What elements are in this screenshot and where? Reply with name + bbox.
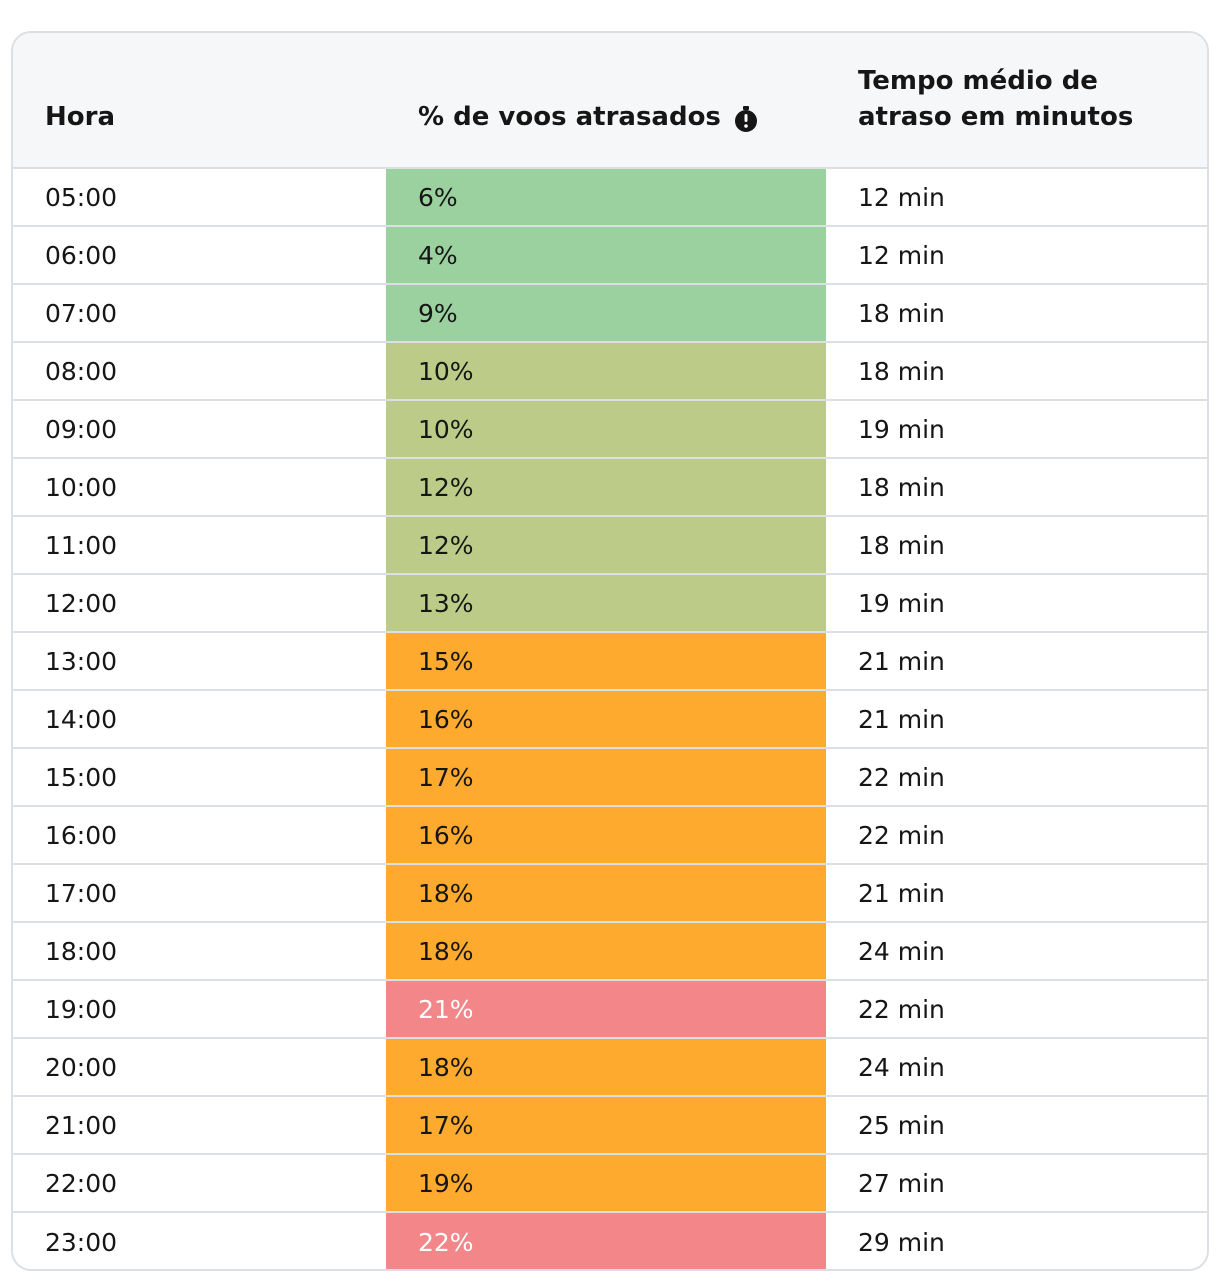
minutes-cell: 18 min xyxy=(858,472,945,502)
delay-cell: 18% xyxy=(386,923,826,979)
hour-cell: 11:00 xyxy=(45,530,118,560)
delay-cell: 10% xyxy=(386,401,826,457)
minutes-cell: 19 min xyxy=(858,588,945,618)
delay-cell: 17% xyxy=(386,1097,826,1153)
table-row: 17:00 18% 21 min xyxy=(13,865,1207,923)
table-row: 10:00 12% 18 min xyxy=(13,459,1207,517)
delay-cell: 13% xyxy=(386,575,826,631)
delay-cell: 9% xyxy=(386,285,826,341)
header-text: % de voos atrasados xyxy=(418,102,721,132)
info-icon[interactable] xyxy=(733,105,759,133)
delay-cell: 16% xyxy=(386,807,826,863)
minutes-cell: 21 min xyxy=(858,878,945,908)
delay-cell: 17% xyxy=(386,749,826,805)
table-row: 14:00 16% 21 min xyxy=(13,691,1207,749)
delay-cell: 12% xyxy=(386,459,826,515)
hour-cell: 21:00 xyxy=(45,1110,118,1140)
table-body: 05:00 6% 12 min 06:00 4% 12 min 07:00 9% 18 min 0… xyxy=(13,169,1207,1269)
table-row: 18:00 18% 24 min xyxy=(13,923,1207,981)
minutes-cell: 22 min xyxy=(858,820,945,850)
hour-cell: 06:00 xyxy=(45,240,118,270)
header-cell: Hora xyxy=(13,33,386,167)
hour-cell: 15:00 xyxy=(45,762,118,792)
minutes-cell: 21 min xyxy=(858,646,945,676)
delay-cell: 4% xyxy=(386,227,826,283)
table-row: 13:00 15% 21 min xyxy=(13,633,1207,691)
delay-cell: 16% xyxy=(386,691,826,747)
minutes-cell: 22 min xyxy=(858,994,945,1024)
minutes-cell: 24 min xyxy=(858,1052,945,1082)
table-row: 22:00 19% 27 min xyxy=(13,1155,1207,1213)
minutes-cell: 12 min xyxy=(858,240,945,270)
table-row: 05:00 6% 12 min xyxy=(13,169,1207,227)
header-cell: % de voos atrasados xyxy=(386,33,826,167)
table-row: 23:00 22% 29 min xyxy=(13,1213,1207,1269)
table-header: Hora % de voos atrasados Tempo médio de … xyxy=(13,33,1207,169)
hour-cell: 14:00 xyxy=(45,704,118,734)
hour-cell: 23:00 xyxy=(45,1227,118,1257)
hour-cell: 19:00 xyxy=(45,994,118,1024)
minutes-cell: 18 min xyxy=(858,356,945,386)
hour-cell: 17:00 xyxy=(45,878,118,908)
minutes-cell: 18 min xyxy=(858,298,945,328)
table-row: 11:00 12% 18 min xyxy=(13,517,1207,575)
table-row: 07:00 9% 18 min xyxy=(13,285,1207,343)
minutes-cell: 29 min xyxy=(858,1227,945,1257)
hour-cell: 16:00 xyxy=(45,820,118,850)
delay-cell: 6% xyxy=(386,169,826,225)
minutes-cell: 19 min xyxy=(858,414,945,444)
delay-cell: 21% xyxy=(386,981,826,1037)
hour-cell: 07:00 xyxy=(45,298,118,328)
hour-cell: 12:00 xyxy=(45,588,118,618)
hour-cell: 18:00 xyxy=(45,936,118,966)
minutes-cell: 25 min xyxy=(858,1110,945,1140)
table-row: 12:00 13% 19 min xyxy=(13,575,1207,633)
minutes-cell: 22 min xyxy=(858,762,945,792)
table-row: 09:00 10% 19 min xyxy=(13,401,1207,459)
hour-cell: 13:00 xyxy=(45,646,118,676)
minutes-cell: 12 min xyxy=(858,182,945,212)
table-row: 06:00 4% 12 min xyxy=(13,227,1207,285)
hour-cell: 10:00 xyxy=(45,472,118,502)
minutes-cell: 21 min xyxy=(858,704,945,734)
minutes-cell: 18 min xyxy=(858,530,945,560)
delay-cell: 18% xyxy=(386,1039,826,1095)
delay-cell: 15% xyxy=(386,633,826,689)
minutes-cell: 24 min xyxy=(858,936,945,966)
table-row: 19:00 21% 22 min xyxy=(13,981,1207,1039)
delay-cell: 12% xyxy=(386,517,826,573)
hour-cell: 09:00 xyxy=(45,414,118,444)
hour-cell: 05:00 xyxy=(45,182,118,212)
delay-cell: 18% xyxy=(386,865,826,921)
delay-cell: 10% xyxy=(386,343,826,399)
delay-cell: 22% xyxy=(386,1213,826,1269)
delay-table: Hora % de voos atrasados Tempo médio de … xyxy=(11,31,1209,1271)
table-row: 21:00 17% 25 min xyxy=(13,1097,1207,1155)
header-text: Hora xyxy=(45,102,115,132)
table-row: 20:00 18% 24 min xyxy=(13,1039,1207,1097)
table-row: 15:00 17% 22 min xyxy=(13,749,1207,807)
hour-cell: 22:00 xyxy=(45,1168,118,1198)
delay-cell: 19% xyxy=(386,1155,826,1211)
header-text: Tempo médio de atraso em minutos xyxy=(858,66,1134,132)
table-row: 16:00 16% 22 min xyxy=(13,807,1207,865)
hour-cell: 08:00 xyxy=(45,356,118,386)
header-cell: Tempo médio de atraso em minutos xyxy=(826,33,1207,167)
minutes-cell: 27 min xyxy=(858,1168,945,1198)
hour-cell: 20:00 xyxy=(45,1052,118,1082)
table-row: 08:00 10% 18 min xyxy=(13,343,1207,401)
